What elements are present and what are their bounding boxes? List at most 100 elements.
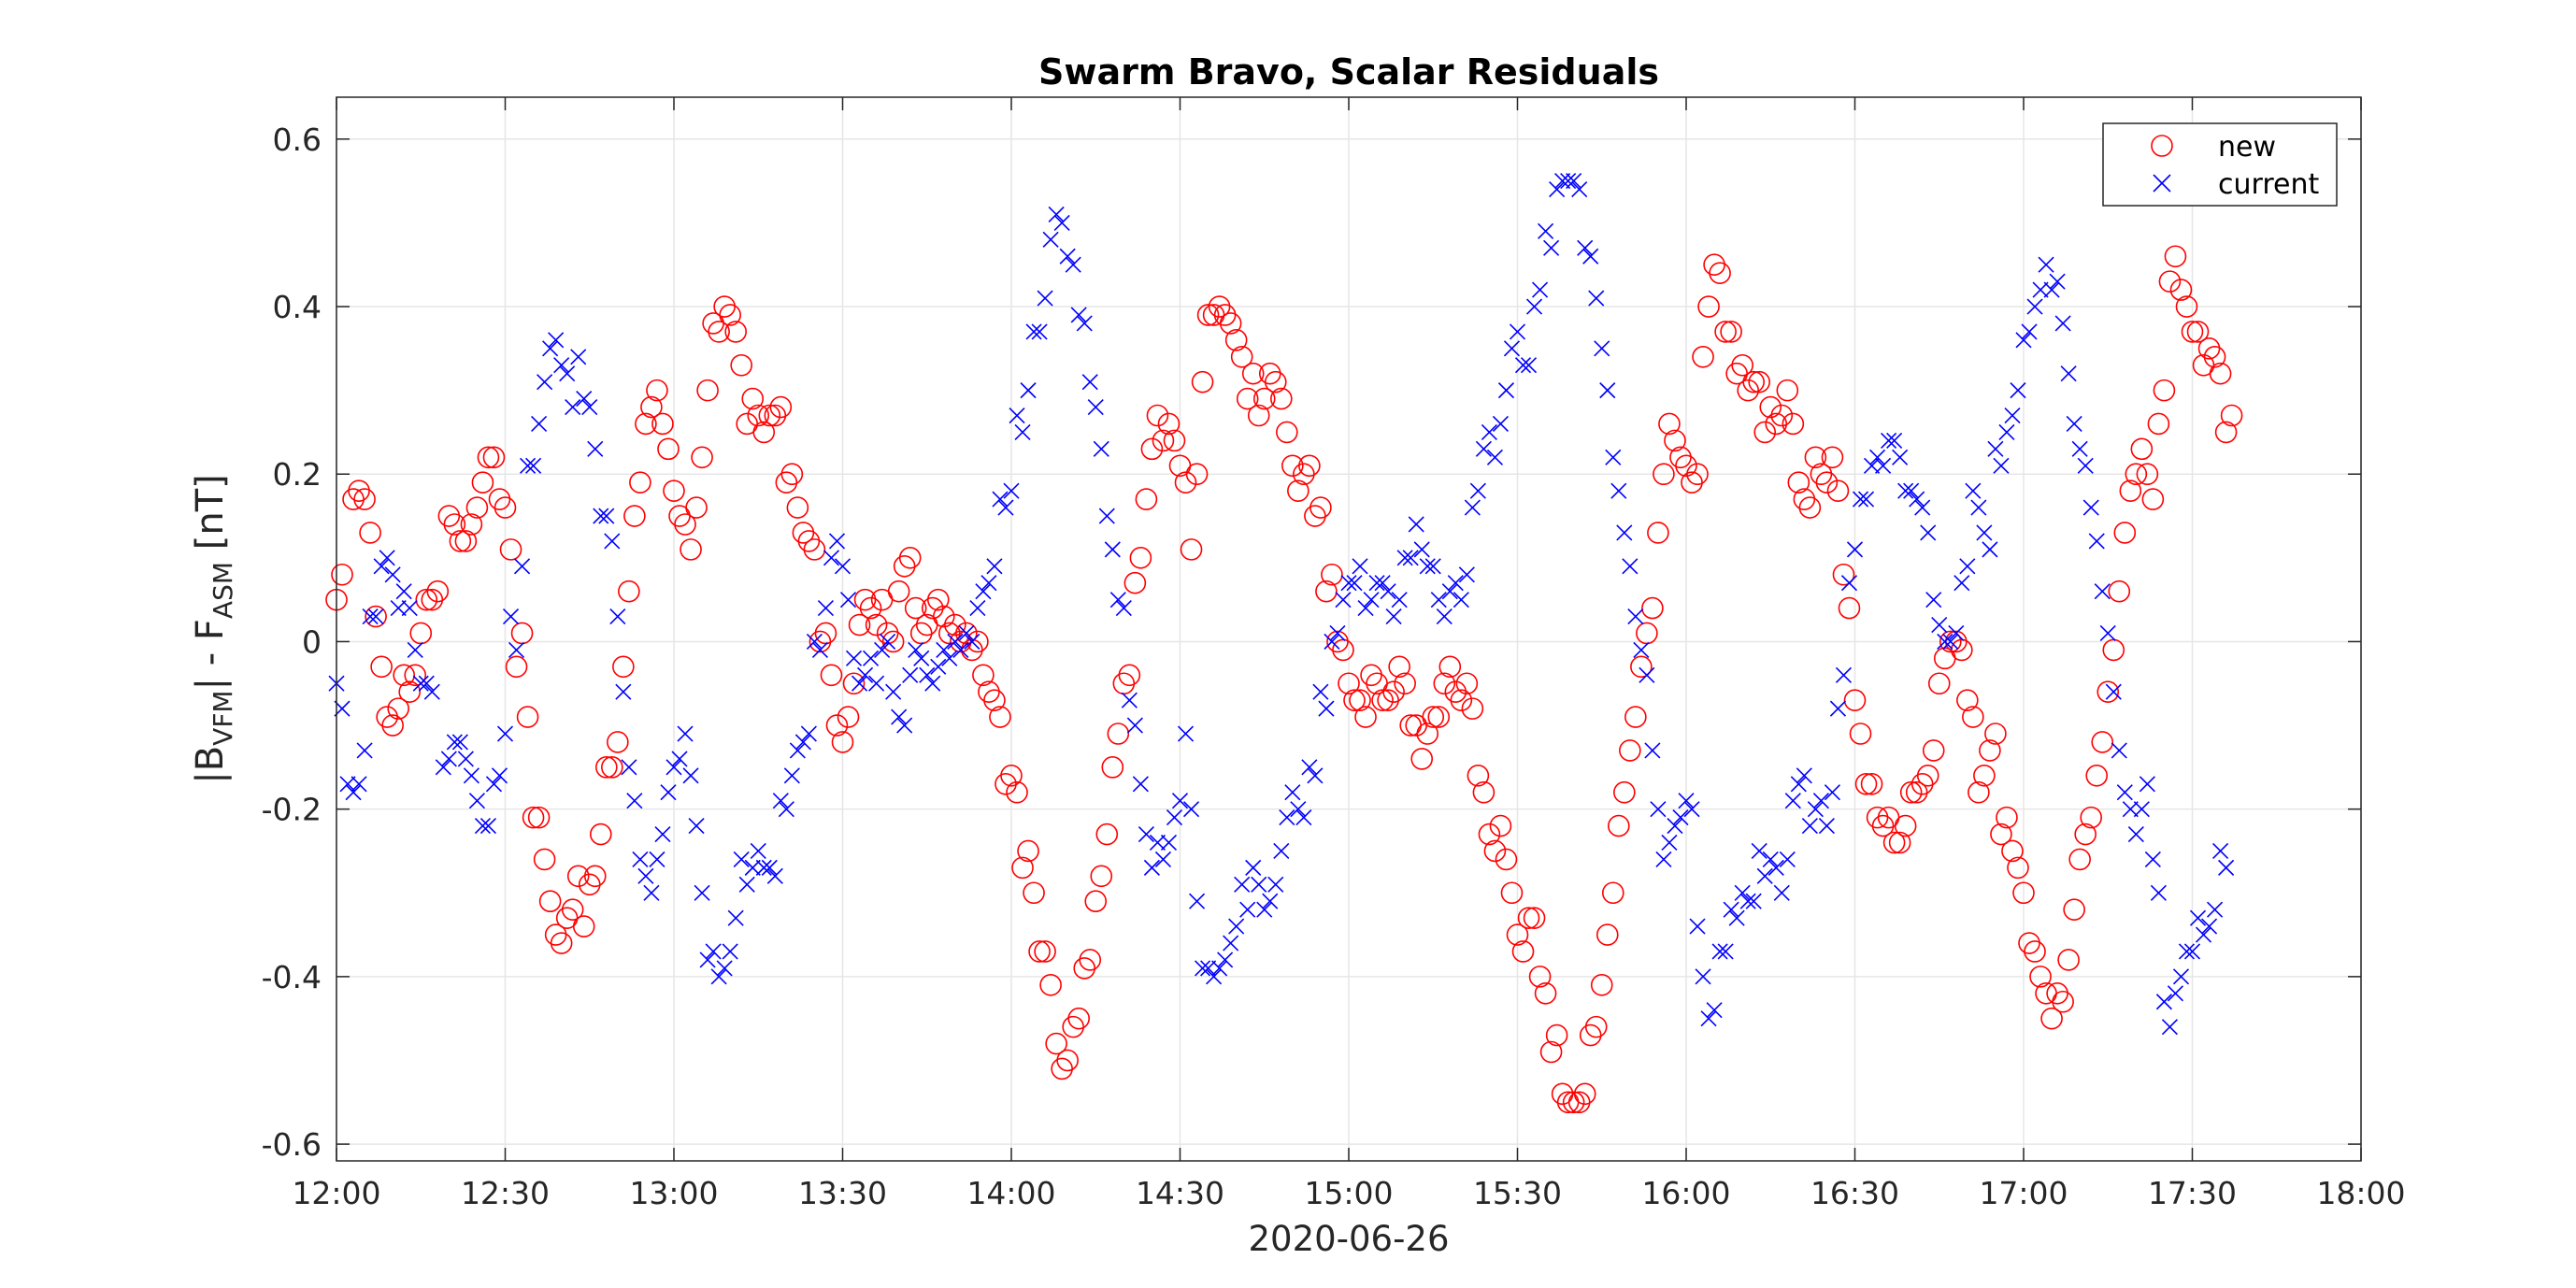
data-point-current (2212, 842, 2229, 860)
data-point-current (1453, 592, 1469, 608)
data-point-new (1697, 295, 1720, 318)
data-point-current (834, 558, 852, 575)
y-tick-label: 0.2 (273, 456, 322, 493)
data-point-new (589, 823, 612, 846)
data-point-current (621, 759, 637, 776)
data-point-current (783, 767, 800, 784)
data-point-new (1230, 345, 1253, 368)
data-point-current (1295, 809, 1312, 826)
data-point-new (415, 588, 438, 611)
data-point-current (1616, 524, 1633, 541)
data-point-current (1560, 173, 1577, 190)
data-point-new (831, 731, 854, 753)
data-point-new (1500, 881, 1524, 905)
data-point-current (1881, 432, 1897, 449)
data-point-new (1281, 454, 1304, 478)
data-point-new (932, 605, 955, 628)
data-point-current (880, 633, 896, 651)
data-point-new (1787, 471, 1810, 494)
data-point-current (1329, 624, 1346, 642)
data-point-current (1447, 575, 1464, 592)
data-point-new (1079, 949, 1102, 971)
data-point-current (2178, 943, 2196, 960)
data-point-new (719, 304, 741, 326)
data-point-new (618, 580, 640, 603)
data-point-current (716, 960, 733, 977)
data-point-current (2122, 801, 2139, 818)
data-point-new (646, 379, 668, 402)
y-tick-label: -0.2 (262, 792, 322, 828)
data-point-new (1968, 780, 1990, 804)
data-point-new (2141, 488, 2165, 510)
data-point-new (533, 848, 556, 871)
data-point-current (2183, 943, 2201, 960)
data-point-new (1996, 806, 2018, 829)
data-point-new (1675, 454, 1697, 478)
data-point-new (561, 898, 584, 921)
y-tick-label: 0.6 (273, 122, 322, 158)
data-point-current (513, 558, 531, 575)
data-point-new (359, 522, 381, 544)
data-point-current (1217, 952, 1234, 968)
data-point-current (733, 851, 750, 867)
data-point-current (1678, 793, 1695, 809)
data-point-current (1312, 683, 1329, 700)
data-point-current (609, 608, 626, 625)
data-point-current (581, 398, 598, 416)
data-point-current (1154, 851, 1172, 867)
data-point-new (1608, 814, 1630, 837)
data-point-current (1667, 818, 1683, 835)
data-point-current (615, 683, 632, 700)
data-point-current (992, 491, 1009, 508)
x-tick-label: 16:30 (1810, 1175, 1899, 1211)
data-point-current (1756, 867, 1773, 884)
data-point-current (1104, 541, 1121, 558)
series-new-markers (325, 245, 2243, 1114)
data-point-new (820, 664, 843, 687)
data-point-new (2097, 680, 2120, 704)
data-point-current (508, 641, 525, 658)
data-point-current (1886, 432, 1903, 449)
data-point-new (2209, 362, 2232, 385)
data-point-current (1093, 440, 1109, 457)
data-point-current (362, 608, 379, 625)
data-point-current (2167, 985, 2184, 1002)
data-point-new (1821, 446, 1844, 469)
data-point-current (896, 717, 913, 734)
data-point-current (1549, 181, 1566, 198)
data-point-new (1433, 672, 1456, 695)
data-point-new (1584, 1015, 1608, 1038)
data-point-current (1391, 592, 1408, 608)
data-point-new (1776, 379, 1799, 402)
data-point-current (1644, 742, 1661, 759)
data-point-current (744, 859, 761, 876)
data-point-current (537, 374, 553, 391)
data-point-new (651, 412, 674, 436)
data-point-new (2001, 839, 2024, 863)
data-point-current (1025, 323, 1042, 340)
data-point-current (598, 508, 615, 524)
data-point-new (1140, 437, 1164, 461)
data-point-new (1882, 831, 1906, 854)
data-point-current (1413, 541, 1430, 558)
data-point-current (1160, 834, 1178, 852)
data-point-new (2091, 731, 2114, 753)
data-point-new (460, 513, 483, 536)
data-point-current (986, 558, 1003, 575)
data-point-current (1290, 801, 1307, 818)
data-point-current (823, 550, 840, 566)
data-point-new (1315, 580, 1338, 603)
data-point-new (594, 756, 618, 779)
data-point-current (2049, 273, 2066, 290)
data-point-current (1003, 482, 1020, 499)
data-point-current (1571, 181, 1588, 198)
data-point-current (1481, 423, 1497, 440)
data-point-new (2007, 856, 2029, 880)
data-point-current (587, 440, 604, 457)
data-point-new (989, 706, 1011, 728)
data-point-current (1998, 423, 2015, 440)
data-point-current (1048, 206, 1065, 223)
data-point-new (1011, 856, 1034, 880)
data-point-current (811, 641, 828, 658)
data-point-current (1723, 901, 1739, 918)
